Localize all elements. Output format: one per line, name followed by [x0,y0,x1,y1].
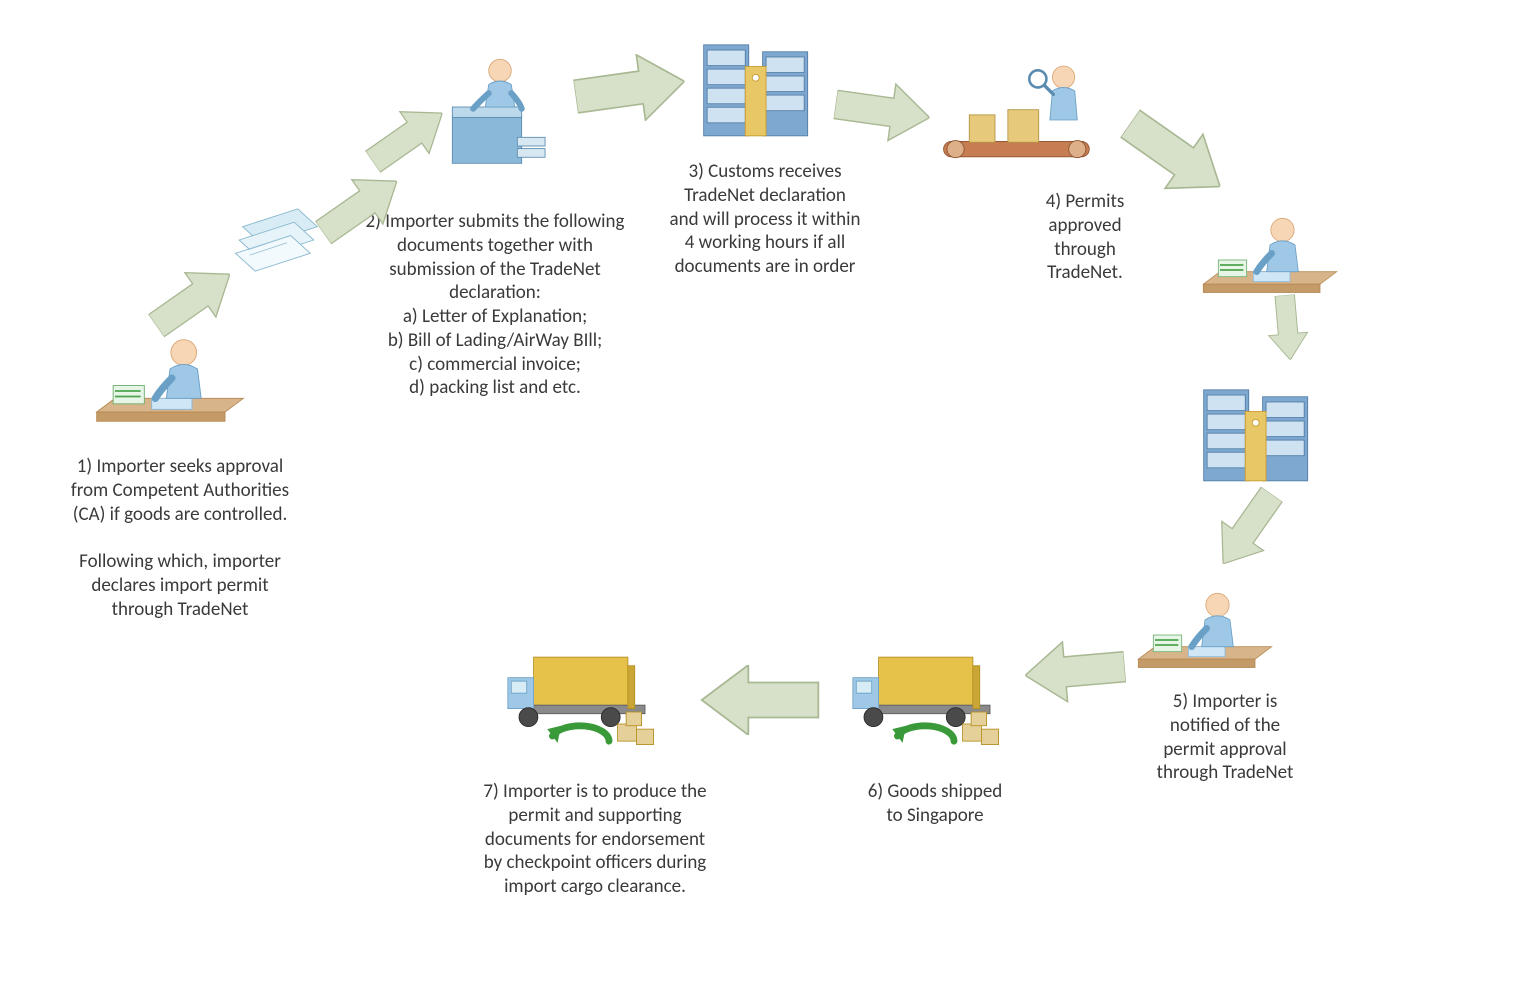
truck-unload-icon [850,640,1010,760]
flow-node-icon-n4b [1200,205,1340,305]
person-desk-icon [1135,580,1275,680]
flow-node-caption-n4: 4) Permits approved through TradeNet. [1010,190,1160,285]
flow-node-caption-n6: 6) Goods shipped to Singapore [845,780,1025,828]
flow-arrow-a6 [1257,293,1317,363]
truck-unload-icon [505,640,665,760]
flow-node-caption-n1: 1) Importer seeks approval from Competen… [50,455,310,621]
flow-node-icon-n7 [505,640,665,760]
flow-node-caption-n2: 2) Importer submits the following docume… [345,210,645,400]
flow-arrow-a9 [700,665,820,735]
conveyor-inspect-icon [940,60,1110,180]
flow-arrow-a4 [831,74,934,149]
flow-node-icon-n4 [940,60,1110,180]
block-arrow-icon [571,48,689,131]
block-arrow-icon [1022,636,1127,706]
block-arrow-icon [1257,293,1317,363]
person-desk-icon [1200,205,1340,305]
block-arrow-icon [831,74,934,149]
flow-node-icon-n3 [695,35,825,150]
flow-node-icon-n2 [435,55,565,185]
flow-node-caption-n5: 5) Importer is notified of the permit ap… [1140,690,1310,785]
flow-arrow-a3 [571,48,689,131]
servers-icon [1195,380,1325,495]
flow-node-caption-n7: 7) Importer is to produce the permit and… [455,780,735,899]
flow-node-icon-n5 [1135,580,1275,680]
flow-node-caption-n3: 3) Customs receives TradeNet declaration… [640,160,890,279]
flow-node-icon-n6 [850,640,1010,760]
flow-node-icon-n4c [1195,380,1325,495]
person-copier-icon [435,55,565,185]
block-arrow-icon [700,665,820,735]
flow-arrow-a8 [1022,636,1127,706]
servers-icon [695,35,825,150]
